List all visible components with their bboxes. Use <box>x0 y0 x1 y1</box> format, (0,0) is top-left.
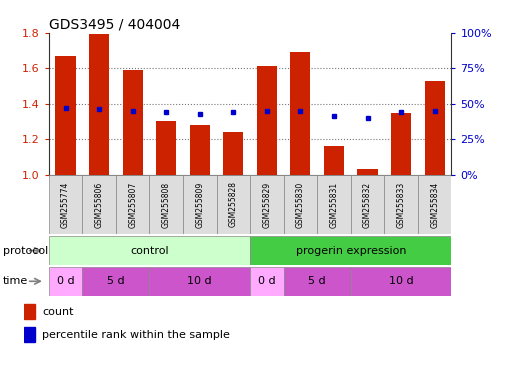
Text: GSM255832: GSM255832 <box>363 181 372 228</box>
Bar <box>24 327 34 342</box>
Bar <box>384 175 418 234</box>
Text: GSM255806: GSM255806 <box>94 181 104 228</box>
Bar <box>358 169 378 175</box>
Text: 0 d: 0 d <box>57 276 74 286</box>
Bar <box>284 267 351 296</box>
Bar <box>317 175 351 234</box>
Bar <box>149 175 183 234</box>
Bar <box>351 267 451 296</box>
Bar <box>24 304 34 319</box>
Bar <box>82 267 149 296</box>
Bar <box>183 175 216 234</box>
Text: 0 d: 0 d <box>258 276 275 286</box>
Text: percentile rank within the sample: percentile rank within the sample <box>42 329 230 339</box>
Text: 5 d: 5 d <box>308 276 326 286</box>
Text: 10 d: 10 d <box>187 276 212 286</box>
Bar <box>324 146 344 175</box>
Text: GSM255834: GSM255834 <box>430 181 439 228</box>
Text: GSM255809: GSM255809 <box>195 181 204 228</box>
Bar <box>351 175 384 234</box>
Bar <box>216 175 250 234</box>
Text: GSM255831: GSM255831 <box>329 181 339 228</box>
Text: GSM255808: GSM255808 <box>162 181 171 228</box>
Text: control: control <box>130 245 169 256</box>
Bar <box>49 175 82 234</box>
Bar <box>391 113 411 175</box>
Bar <box>55 56 75 175</box>
Text: 10 d: 10 d <box>389 276 413 286</box>
Bar <box>156 121 176 175</box>
Text: GDS3495 / 404004: GDS3495 / 404004 <box>49 18 180 31</box>
Bar <box>250 267 284 296</box>
Bar <box>250 236 451 265</box>
Text: 5 d: 5 d <box>107 276 125 286</box>
Text: count: count <box>42 306 73 316</box>
Bar <box>223 132 243 175</box>
Bar <box>149 267 250 296</box>
Text: protocol: protocol <box>3 245 48 256</box>
Text: progerin expression: progerin expression <box>295 245 406 256</box>
Bar <box>418 175 451 234</box>
Bar <box>82 175 116 234</box>
Bar <box>49 267 82 296</box>
Text: GSM255828: GSM255828 <box>229 182 238 227</box>
Bar <box>425 81 445 175</box>
Bar <box>290 52 310 175</box>
Bar <box>123 70 143 175</box>
Bar <box>89 35 109 175</box>
Text: time: time <box>3 276 28 286</box>
Bar <box>116 175 149 234</box>
Bar <box>190 125 210 175</box>
Text: GSM255807: GSM255807 <box>128 181 137 228</box>
Text: GSM255830: GSM255830 <box>296 181 305 228</box>
Text: GSM255829: GSM255829 <box>262 181 271 228</box>
Bar <box>250 175 284 234</box>
Bar <box>49 236 250 265</box>
Bar <box>257 66 277 175</box>
Bar <box>284 175 317 234</box>
Text: GSM255774: GSM255774 <box>61 181 70 228</box>
Text: GSM255833: GSM255833 <box>397 181 406 228</box>
